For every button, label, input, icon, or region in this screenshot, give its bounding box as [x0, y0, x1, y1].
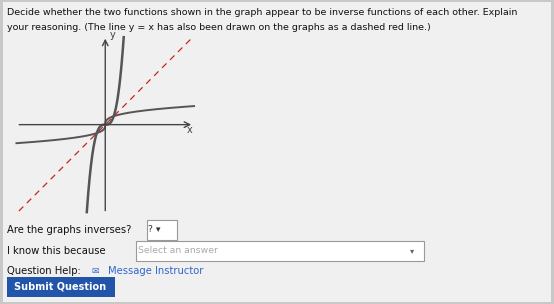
- Bar: [136, 241, 424, 261]
- Text: Question Help:: Question Help:: [7, 267, 80, 276]
- Text: y: y: [110, 30, 115, 40]
- Text: ▾: ▾: [410, 246, 414, 255]
- Text: x: x: [186, 125, 192, 135]
- Text: Decide whether the two functions shown in the graph appear to be inverse functio: Decide whether the two functions shown i…: [7, 8, 517, 17]
- Text: ? ▾: ? ▾: [148, 225, 161, 234]
- Bar: [147, 220, 177, 240]
- Text: I know this because: I know this because: [7, 246, 105, 256]
- Bar: [7, 277, 115, 297]
- Text: ✉: ✉: [91, 267, 99, 276]
- Text: your reasoning. (The line y = x has also been drawn on the graphs as a dashed re: your reasoning. (The line y = x has also…: [7, 23, 430, 32]
- Text: Are the graphs inverses?: Are the graphs inverses?: [7, 225, 131, 234]
- Text: Message Instructor: Message Instructor: [108, 267, 203, 276]
- Text: Select an answer: Select an answer: [138, 246, 218, 255]
- Text: Submit Question: Submit Question: [14, 282, 106, 291]
